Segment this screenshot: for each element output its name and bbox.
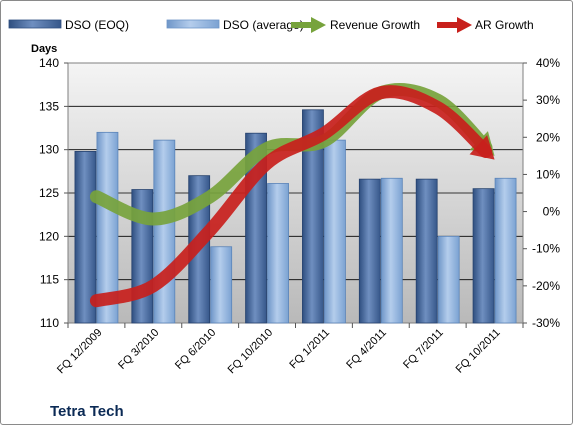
y-tick-label: 135	[39, 99, 59, 113]
legend-item-ar-growth: AR Growth	[437, 17, 534, 33]
y-tick-label: 125	[39, 186, 59, 200]
company-name: Tetra Tech	[50, 403, 124, 420]
y-tick-label: 110	[40, 316, 59, 330]
bar-dso-eoq	[415, 178, 438, 324]
bar-dso-average	[210, 246, 233, 324]
y2-tick-label: -20%	[532, 279, 560, 293]
x-tick-label: FQ 10/2010	[226, 327, 276, 377]
bar-dso-eoq	[472, 188, 495, 324]
x-tick-label: FQ 10/2011	[454, 327, 503, 376]
line-ar-growth	[89, 85, 493, 308]
legend-swatch-dso-average	[166, 19, 220, 29]
bar-dso-average	[437, 235, 460, 324]
legend-arrow-ar-growth	[457, 17, 472, 33]
bar-dso-average	[380, 177, 403, 324]
x-tick-label: FQ 6/2010	[173, 327, 218, 372]
y-tick-label: 140	[39, 56, 59, 70]
legend-label-ar-growth: AR Growth	[475, 18, 534, 32]
y-tick-label: 115	[40, 273, 59, 287]
legend-label-revenue-growth: Revenue Growth	[330, 18, 420, 32]
x-tick-label: FQ 3/2010	[116, 327, 161, 372]
legend-arrow-revenue-growth	[311, 17, 326, 33]
legend-item-dso-average: DSO (average)	[166, 18, 304, 32]
legend-item-dso-eoq: DSO (EOQ)	[8, 18, 129, 32]
y-tick-label: 130	[39, 143, 59, 157]
bar-dso-eoq	[358, 178, 381, 324]
arrowhead-ar-growth	[469, 135, 495, 160]
legend-label-dso-average: DSO (average)	[223, 18, 304, 32]
bar-dso-eoq	[302, 109, 324, 324]
x-tick-label: FQ 12/2009	[55, 327, 105, 377]
bar-dso-average	[324, 139, 346, 324]
y-axis-title: Days	[31, 43, 57, 55]
y2-tick-label: 10%	[536, 167, 560, 181]
chart-legend: DSO (EOQ) DSO (average) Revenue Growth A…	[8, 17, 534, 33]
y2-tick-label: -30%	[532, 316, 560, 330]
y-tick-label: 120	[39, 229, 59, 243]
y2-tick-label: 30%	[536, 93, 560, 107]
y2-tick-label: 0%	[543, 205, 561, 219]
bar-dso-average	[153, 139, 176, 324]
bar-dso-average	[96, 131, 119, 324]
legend-label-dso-eoq: DSO (EOQ)	[65, 18, 129, 32]
x-tick-label: FQ 7/2011	[401, 327, 446, 372]
y2-tick-label: 20%	[536, 130, 560, 144]
y2-tick-label: -10%	[532, 242, 560, 256]
legend-swatch-dso-eoq	[8, 19, 62, 29]
x-tick-label: FQ 4/2011	[344, 327, 389, 372]
y2-tick-label: 40%	[536, 56, 560, 70]
bar-dso-average	[267, 183, 289, 324]
bar-dso-average	[494, 177, 517, 324]
x-tick-label: FQ 1/2011	[287, 327, 332, 372]
legend-item-revenue-growth: Revenue Growth	[291, 17, 420, 33]
plot-area: 110 115 120 125 130 135 140 -30% -20% -10% 0% 10% 20…	[39, 56, 560, 376]
